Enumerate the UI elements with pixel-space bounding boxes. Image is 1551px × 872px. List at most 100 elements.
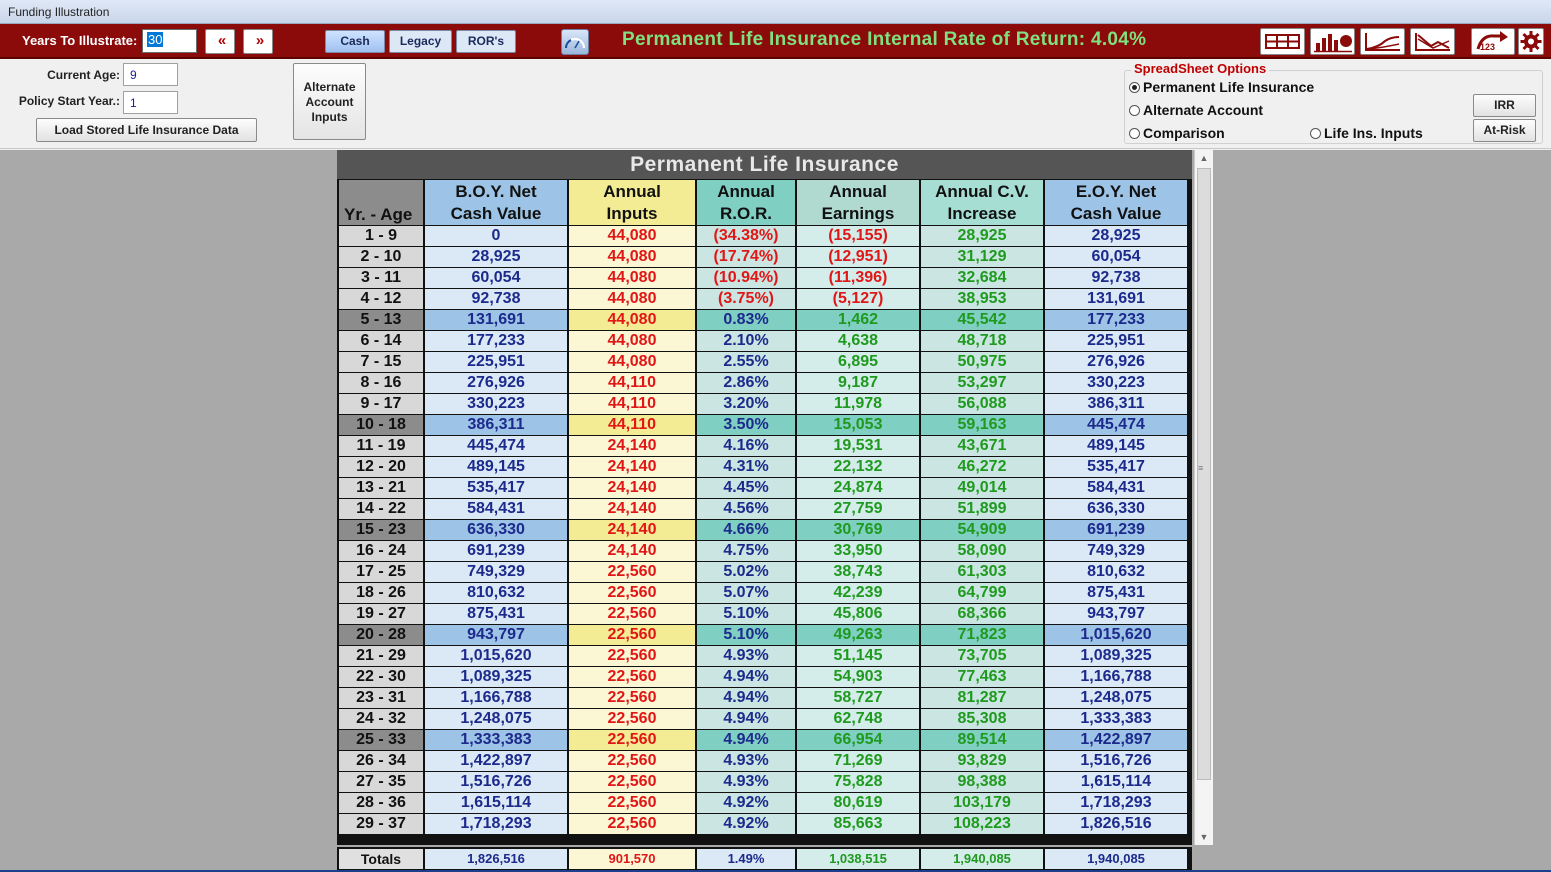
scroll-up-icon[interactable]: ▲: [1199, 153, 1209, 163]
cell-eoy: 1,333,383: [1045, 709, 1187, 729]
cell-cv-increase: 59,163: [921, 415, 1043, 435]
cell-eoy: 276,926: [1045, 352, 1187, 372]
legacy-button[interactable]: Legacy: [389, 30, 452, 53]
cell-boy: 1,166,788: [425, 688, 567, 708]
cell-yr-age: 1 - 9: [339, 226, 423, 246]
totals-cv-increase: 1,940,085: [921, 849, 1043, 869]
cell-eoy: 1,615,114: [1045, 772, 1187, 792]
cell-earnings: 42,239: [797, 583, 919, 603]
cell-boy: 28,925: [425, 247, 567, 267]
scroll-down-icon[interactable]: ▼: [1199, 832, 1209, 842]
cell-cv-increase: 58,090: [921, 541, 1043, 561]
radio-unselected-icon: [1129, 128, 1140, 139]
cell-yr-age: 4 - 12: [339, 289, 423, 309]
table-row: 7 - 15 225,951 44,080 2.55% 6,895 50,975 276,9…: [337, 352, 1192, 373]
alternate-account-inputs-button[interactable]: Alternate Account Inputs: [293, 63, 366, 140]
cell-earnings: 45,806: [797, 604, 919, 624]
cell-inputs: 44,080: [569, 352, 695, 372]
cell-eoy: 810,632: [1045, 562, 1187, 582]
scroll-thumb[interactable]: [1197, 168, 1211, 780]
table-row: 6 - 14 177,233 44,080 2.10% 4,638 48,718 225,9…: [337, 331, 1192, 352]
cell-ror: 4.94%: [697, 667, 795, 687]
radio-comparison[interactable]: Comparison: [1129, 125, 1225, 141]
cell-earnings: 11,978: [797, 394, 919, 414]
cell-earnings: 54,903: [797, 667, 919, 687]
cell-inputs: 24,140: [569, 520, 695, 540]
cell-eoy: 535,417: [1045, 457, 1187, 477]
cell-inputs: 22,560: [569, 562, 695, 582]
spreadsheet-options-group: [1124, 70, 1543, 144]
years-to-illustrate-input[interactable]: 30: [142, 29, 197, 53]
line-chart-button[interactable]: [1410, 28, 1455, 55]
table-view-button[interactable]: [1260, 28, 1305, 55]
cell-boy: 810,632: [425, 583, 567, 603]
load-stored-data-button[interactable]: Load Stored Life Insurance Data: [36, 118, 257, 142]
table-row: 11 - 19 445,474 24,140 4.16% 19,531 43,671 489…: [337, 436, 1192, 457]
cell-eoy: 225,951: [1045, 331, 1187, 351]
cell-eoy: 691,239: [1045, 520, 1187, 540]
radio-life-ins-inputs[interactable]: Life Ins. Inputs: [1310, 125, 1423, 141]
cell-inputs: 44,110: [569, 394, 695, 414]
policy-start-year-input[interactable]: 1: [123, 91, 178, 114]
cell-inputs: 24,140: [569, 478, 695, 498]
col-header-earnings: Annual Earnings: [797, 180, 919, 225]
cell-earnings: 6,895: [797, 352, 919, 372]
cell-earnings: (12,951): [797, 247, 919, 267]
table-row: 16 - 24 691,239 24,140 4.75% 33,950 58,090 749…: [337, 541, 1192, 562]
cell-ror: 4.94%: [697, 688, 795, 708]
gauge-button[interactable]: [561, 29, 589, 55]
cell-earnings: 75,828: [797, 772, 919, 792]
irr-button[interactable]: IRR: [1473, 94, 1536, 117]
cell-inputs: 44,110: [569, 415, 695, 435]
options-panel: Current Age: 9 Policy Start Year.: 1 Loa…: [0, 61, 1551, 149]
cell-earnings: 15,053: [797, 415, 919, 435]
totals-eoy: 1,940,085: [1045, 849, 1187, 869]
table-row: 13 - 21 535,417 24,140 4.45% 24,874 49,014 584…: [337, 478, 1192, 499]
cell-eoy: 60,054: [1045, 247, 1187, 267]
cell-inputs: 22,560: [569, 814, 695, 834]
cell-boy: 535,417: [425, 478, 567, 498]
cell-inputs: 24,140: [569, 541, 695, 561]
cell-ror: 5.02%: [697, 562, 795, 582]
cell-cv-increase: 93,829: [921, 751, 1043, 771]
area-chart-button[interactable]: [1360, 28, 1405, 55]
cell-eoy: 1,718,293: [1045, 793, 1187, 813]
cell-inputs: 44,080: [569, 226, 695, 246]
radio-permanent-life[interactable]: Permanent Life Insurance: [1129, 79, 1314, 95]
cell-cv-increase: 54,909: [921, 520, 1043, 540]
rollback-button[interactable]: 123: [1471, 28, 1515, 55]
radio-alternate-account[interactable]: Alternate Account: [1129, 102, 1263, 118]
top-toolbar: Years To Illustrate: 30 « » Cash Legacy …: [0, 24, 1551, 59]
cell-ror: 4.93%: [697, 751, 795, 771]
increase-years-button[interactable]: »: [243, 29, 273, 54]
settings-button[interactable]: [1518, 28, 1544, 55]
cell-boy: 943,797: [425, 625, 567, 645]
table-row: 24 - 32 1,248,075 22,560 4.94% 62,748 85,308 1…: [337, 709, 1192, 730]
cell-boy: 584,431: [425, 499, 567, 519]
decrease-years-button[interactable]: «: [205, 29, 235, 54]
cell-inputs: 44,110: [569, 373, 695, 393]
at-risk-button[interactable]: At-Risk: [1473, 119, 1536, 142]
cash-button[interactable]: Cash: [325, 30, 385, 53]
cell-ror: 4.94%: [697, 730, 795, 750]
col-header-eoy: E.O.Y. Net Cash Value: [1045, 180, 1187, 225]
cell-boy: 330,223: [425, 394, 567, 414]
table-row: 1 - 9 0 44,080 (34.38%) (15,155) 28,925 28,925: [337, 226, 1192, 247]
col-header-yr-age: Yr. - Age: [339, 180, 423, 225]
cell-ror: 4.93%: [697, 772, 795, 792]
vertical-scrollbar[interactable]: ▲ ≡ ▼: [1194, 150, 1213, 845]
table-row: 28 - 36 1,615,114 22,560 4.92% 80,619 103,179…: [337, 793, 1192, 814]
cell-earnings: 85,663: [797, 814, 919, 834]
cell-yr-age: 16 - 24: [339, 541, 423, 561]
spreadsheet: Permanent Life Insurance Yr. - Age B.O.Y…: [337, 150, 1192, 845]
bar-chart-button[interactable]: [1310, 28, 1355, 55]
years-to-illustrate-label: Years To Illustrate:: [22, 33, 138, 48]
totals-inputs: 901,570: [569, 849, 695, 869]
settings-gear-icon: [1520, 31, 1542, 52]
cell-cv-increase: 28,925: [921, 226, 1043, 246]
cell-boy: 1,333,383: [425, 730, 567, 750]
cell-cv-increase: 56,088: [921, 394, 1043, 414]
current-age-input[interactable]: 9: [123, 63, 178, 86]
cell-yr-age: 25 - 33: [339, 730, 423, 750]
rors-button[interactable]: ROR's: [456, 30, 516, 53]
